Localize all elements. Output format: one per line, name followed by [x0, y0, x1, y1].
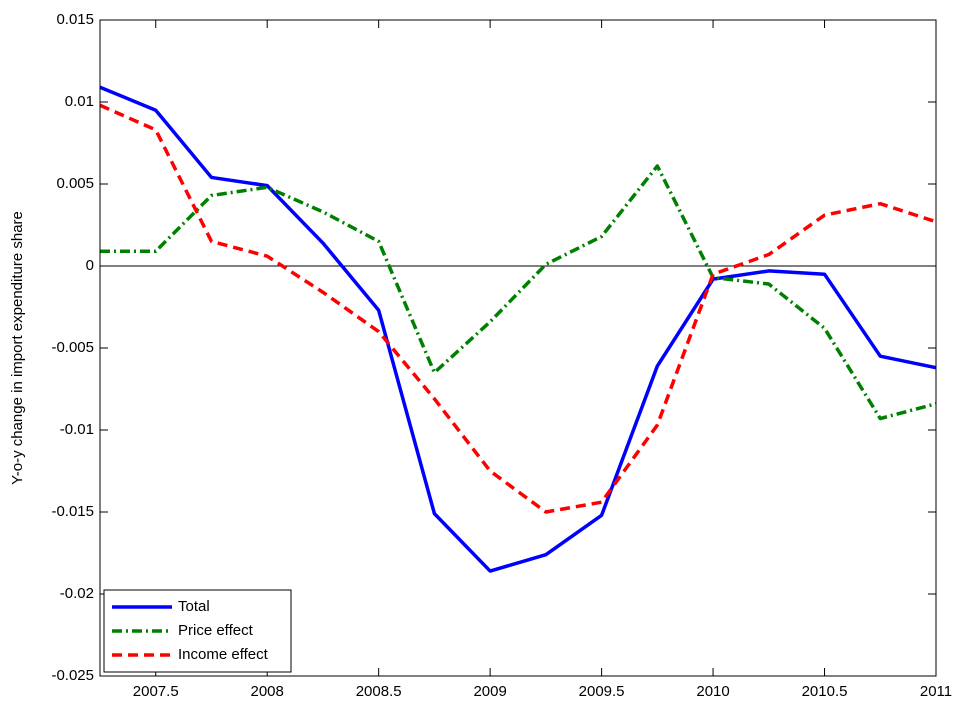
- y-tick-label: -0.01: [60, 421, 94, 438]
- x-tick-label: 2011: [920, 683, 952, 700]
- x-tick-label: 2009: [473, 683, 506, 700]
- x-tick-label: 2007.5: [133, 683, 179, 700]
- y-axis-label: Y-o-y change in import expenditure share: [9, 211, 26, 485]
- series-line: [99, 85, 937, 573]
- y-tick-label: 0.01: [65, 93, 94, 110]
- y-tick-label: -0.015: [51, 503, 94, 520]
- x-tick-label: 2008.5: [356, 683, 402, 700]
- x-tick-label: 2009.5: [579, 683, 625, 700]
- y-tick-label: 0.005: [56, 175, 94, 192]
- x-tick-label: 2008: [251, 683, 284, 700]
- legend-label: Price effect: [178, 622, 254, 639]
- legend-label: Total: [178, 598, 210, 615]
- y-tick-label: 0: [86, 257, 94, 274]
- y-tick-label: -0.005: [51, 339, 94, 356]
- y-tick-label: 0.015: [56, 11, 94, 28]
- series-line: [100, 164, 937, 421]
- legend-label: Income effect: [178, 646, 269, 663]
- x-tick-label: 2010: [696, 683, 729, 700]
- series-line: [99, 103, 937, 514]
- y-tick-label: -0.025: [51, 667, 94, 684]
- y-tick-label: -0.02: [60, 585, 94, 602]
- plot-frame: [99, 19, 937, 677]
- x-tick-label: 2010.5: [802, 683, 848, 700]
